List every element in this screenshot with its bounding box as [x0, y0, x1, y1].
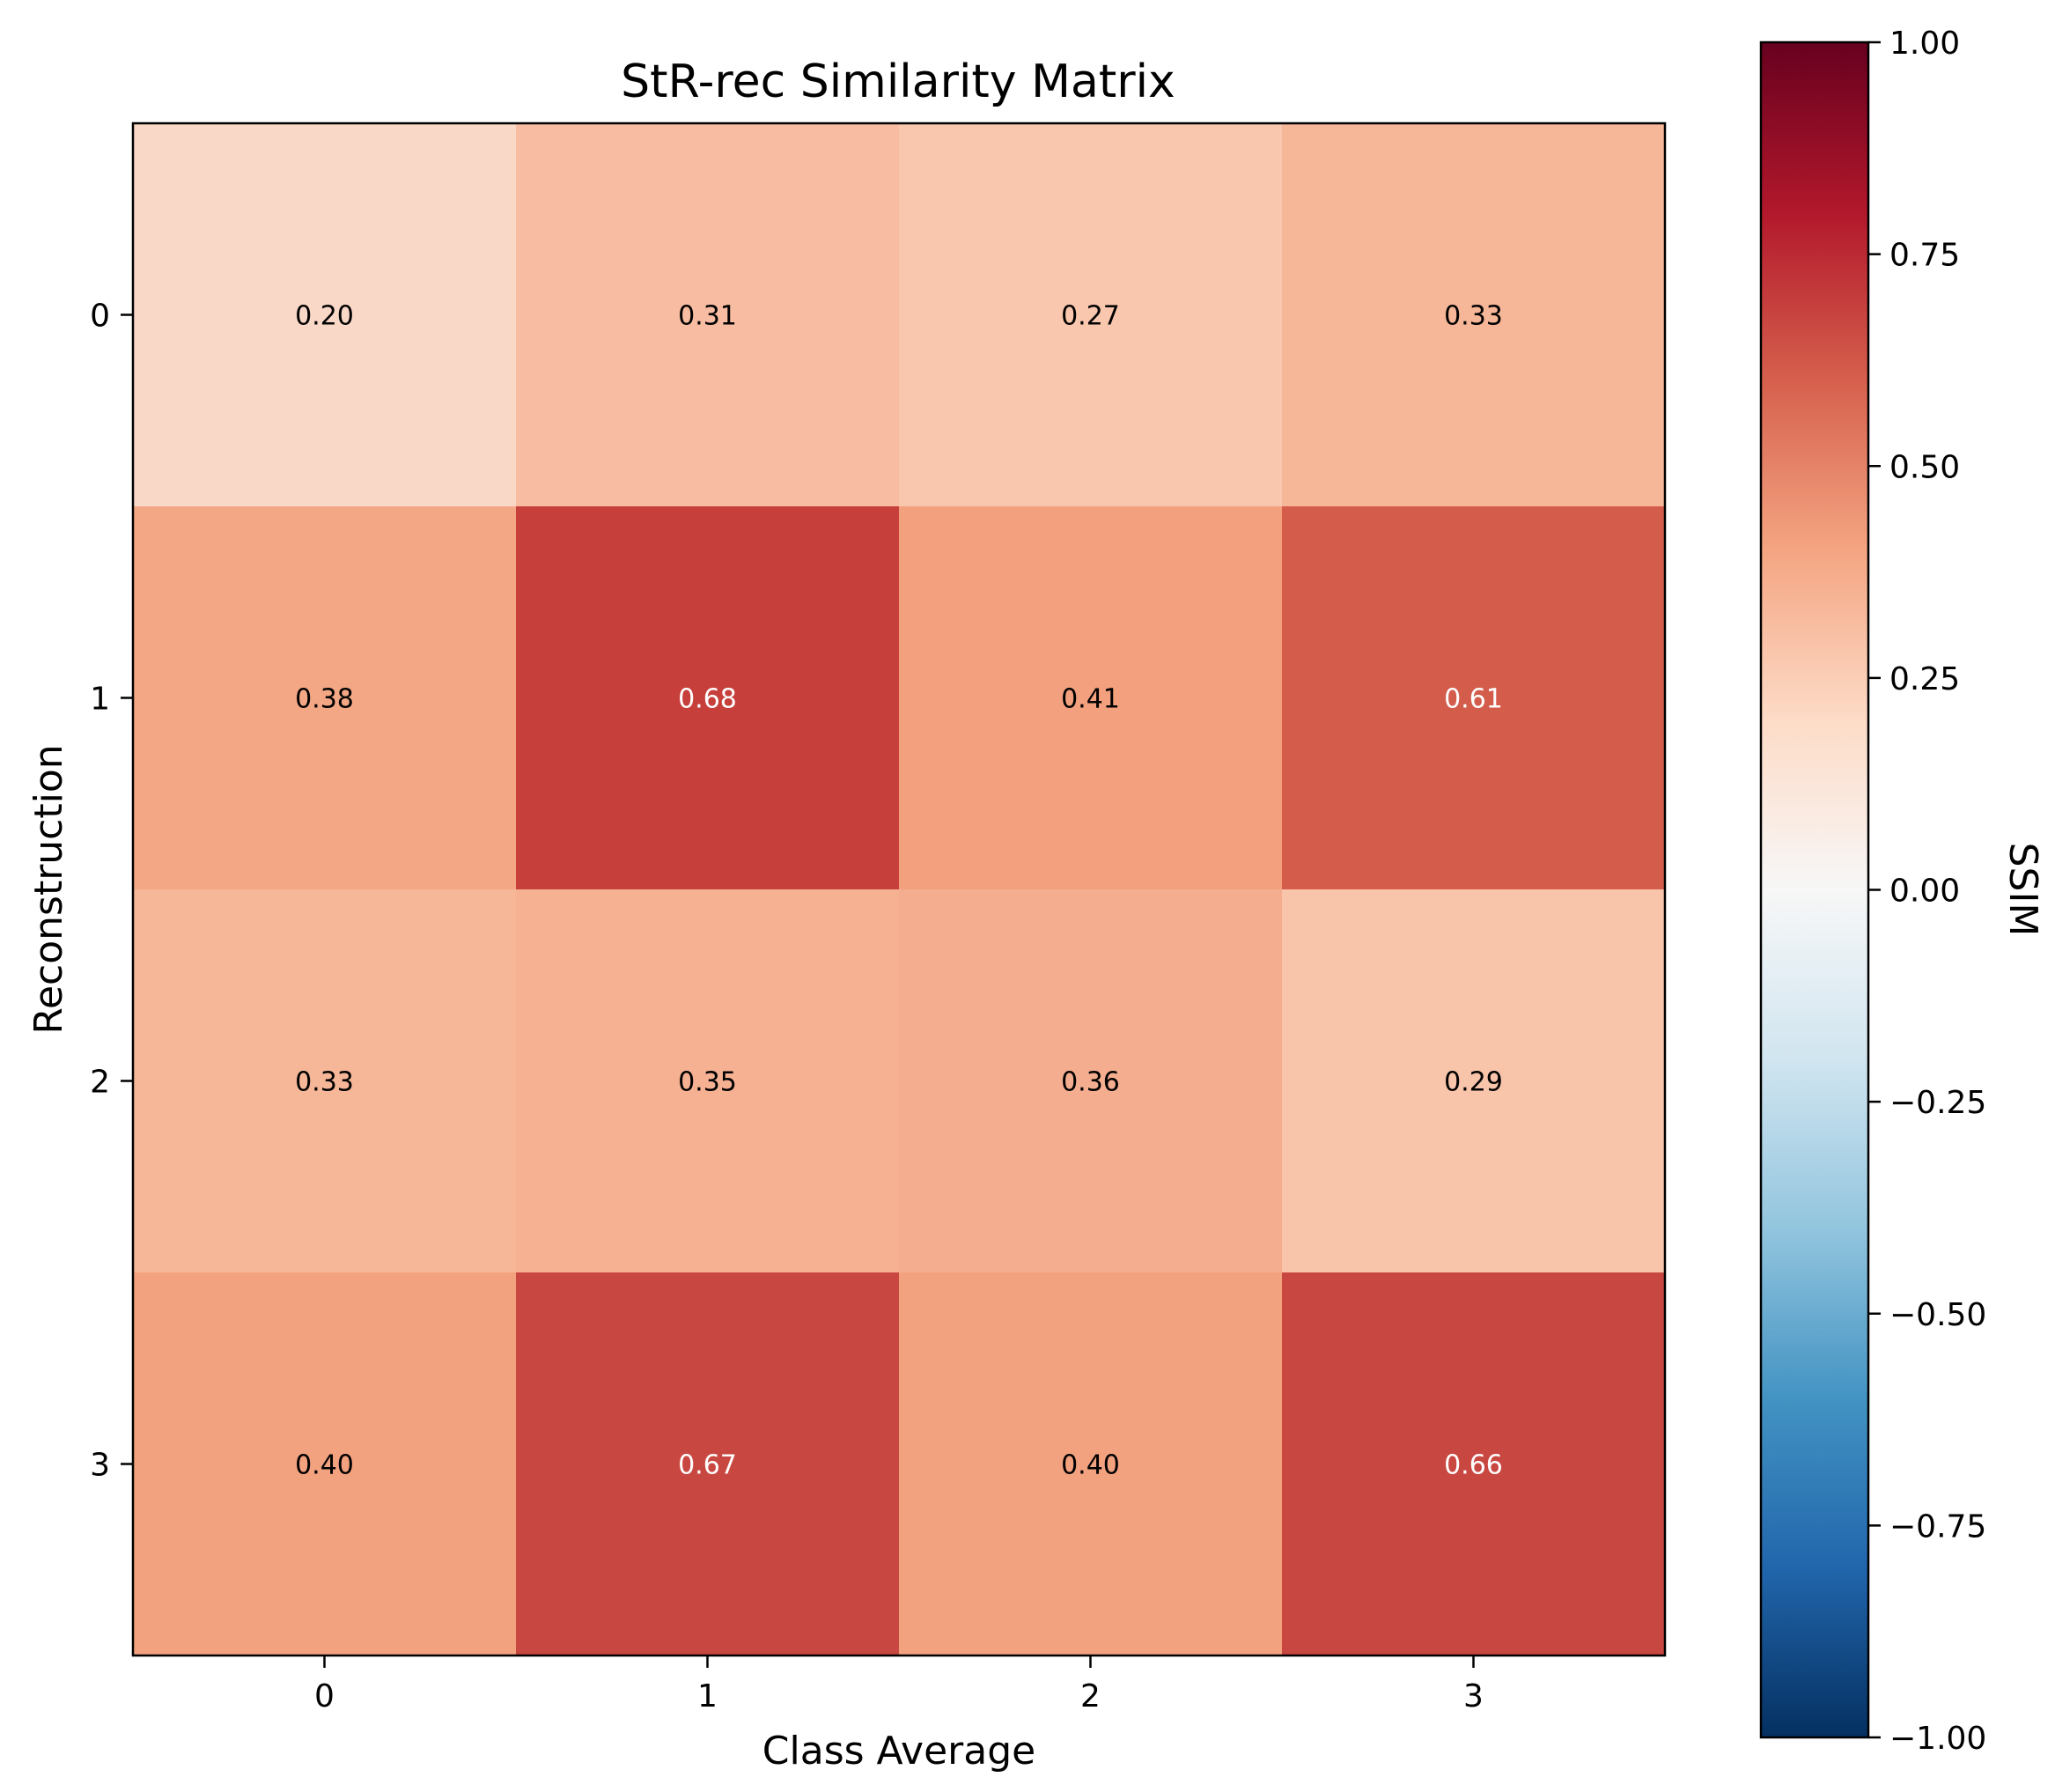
colorbar-tick-label: 1.00	[1889, 26, 1960, 62]
colorbar	[1759, 41, 1870, 1739]
y-axis-label: Reconstruction	[26, 744, 71, 1034]
cell-value-label: 0.31	[678, 301, 737, 332]
cell-value-label: 0.66	[1444, 1450, 1503, 1481]
x-tick-label: 3	[1463, 1678, 1484, 1715]
colorbar-tick-label: −0.75	[1889, 1508, 1986, 1545]
colorbar-ticks: 1.00 0.75 0.50 0.25 0.00 −0.25 −0.50 −0.75 −1.00	[1868, 26, 1986, 1757]
heatmap-cell-r0-c0	[133, 123, 517, 507]
cell-value-label: 0.67	[678, 1450, 737, 1481]
heatmap-cell-r1-c1	[516, 506, 900, 890]
colorbar-tick-label: −1.00	[1889, 1721, 1986, 1757]
colorbar-tick-label: 0.00	[1889, 874, 1960, 910]
colorbar-tick-label: −0.50	[1889, 1297, 1986, 1333]
chart-title: StR-rec Similarity Matrix	[621, 55, 1175, 108]
x-axis-label: Class Average	[762, 1729, 1035, 1774]
cell-value-label: 0.20	[295, 301, 354, 332]
cell-value-label: 0.68	[678, 684, 737, 715]
y-tick-label: 0	[90, 299, 110, 335]
cell-value-label: 0.61	[1444, 684, 1503, 715]
x-tick-label: 0	[314, 1678, 335, 1715]
cell-value-label: 0.41	[1061, 684, 1120, 715]
cell-value-label: 0.35	[678, 1067, 737, 1098]
cell-value-label: 0.29	[1444, 1067, 1503, 1098]
cell-value-label: 0.36	[1061, 1067, 1120, 1098]
heatmap-cell-r2-c3	[1282, 889, 1666, 1273]
y-tick-label: 2	[90, 1065, 110, 1101]
cell-value-label: 0.33	[295, 1067, 354, 1098]
x-tick-label: 2	[1080, 1678, 1101, 1715]
cell-value-label: 0.40	[295, 1450, 354, 1481]
y-axis-ticks: 0 1 2 3	[90, 299, 133, 1484]
y-tick-label: 1	[90, 682, 110, 718]
heatmap-cell-r3-c2	[899, 1272, 1283, 1656]
cell-value-label: 0.33	[1444, 301, 1503, 332]
heatmap-cell-r0-c2	[899, 123, 1283, 507]
heatmap-cell-r1-c3	[1282, 506, 1666, 890]
heatmap-cell-labels: 0.20 0.31 0.27 0.33 0.38 0.68 0.41 0.61 0.33 0.35…	[295, 301, 1503, 1481]
heatmap-cell-r3-c0	[133, 1272, 517, 1656]
cell-value-label: 0.40	[1061, 1450, 1120, 1481]
heatmap-cell-r3-c3	[1282, 1272, 1666, 1656]
cell-value-label: 0.27	[1061, 301, 1120, 332]
heatmap-cell-r2-c2	[899, 889, 1283, 1273]
x-tick-label: 1	[697, 1678, 718, 1715]
heatmap-cell-r3-c1	[516, 1272, 900, 1656]
heatmap-cell-r1-c2	[899, 506, 1283, 890]
heatmap-cells	[133, 123, 1666, 1656]
heatmap-cell-r2-c1	[516, 889, 900, 1273]
colorbar-tick-label: 0.75	[1889, 238, 1960, 274]
colorbar-tick-label: 0.25	[1889, 661, 1960, 697]
heatmap-cell-r0-c3	[1282, 123, 1666, 507]
colorbar-tick-label: −0.25	[1889, 1085, 1986, 1121]
y-tick-label: 3	[90, 1448, 110, 1484]
cell-value-label: 0.38	[295, 684, 354, 715]
colorbar-tick-label: 0.50	[1889, 449, 1960, 485]
plot-frame	[131, 122, 1667, 1657]
heatmap-cell-r2-c0	[133, 889, 517, 1273]
heatmap-cell-r1-c0	[133, 506, 517, 890]
x-axis-ticks: 0 1 2 3	[314, 1656, 1484, 1715]
heatmap-cell-r0-c1	[516, 123, 900, 507]
colorbar-label: SSIM	[2000, 843, 2045, 937]
